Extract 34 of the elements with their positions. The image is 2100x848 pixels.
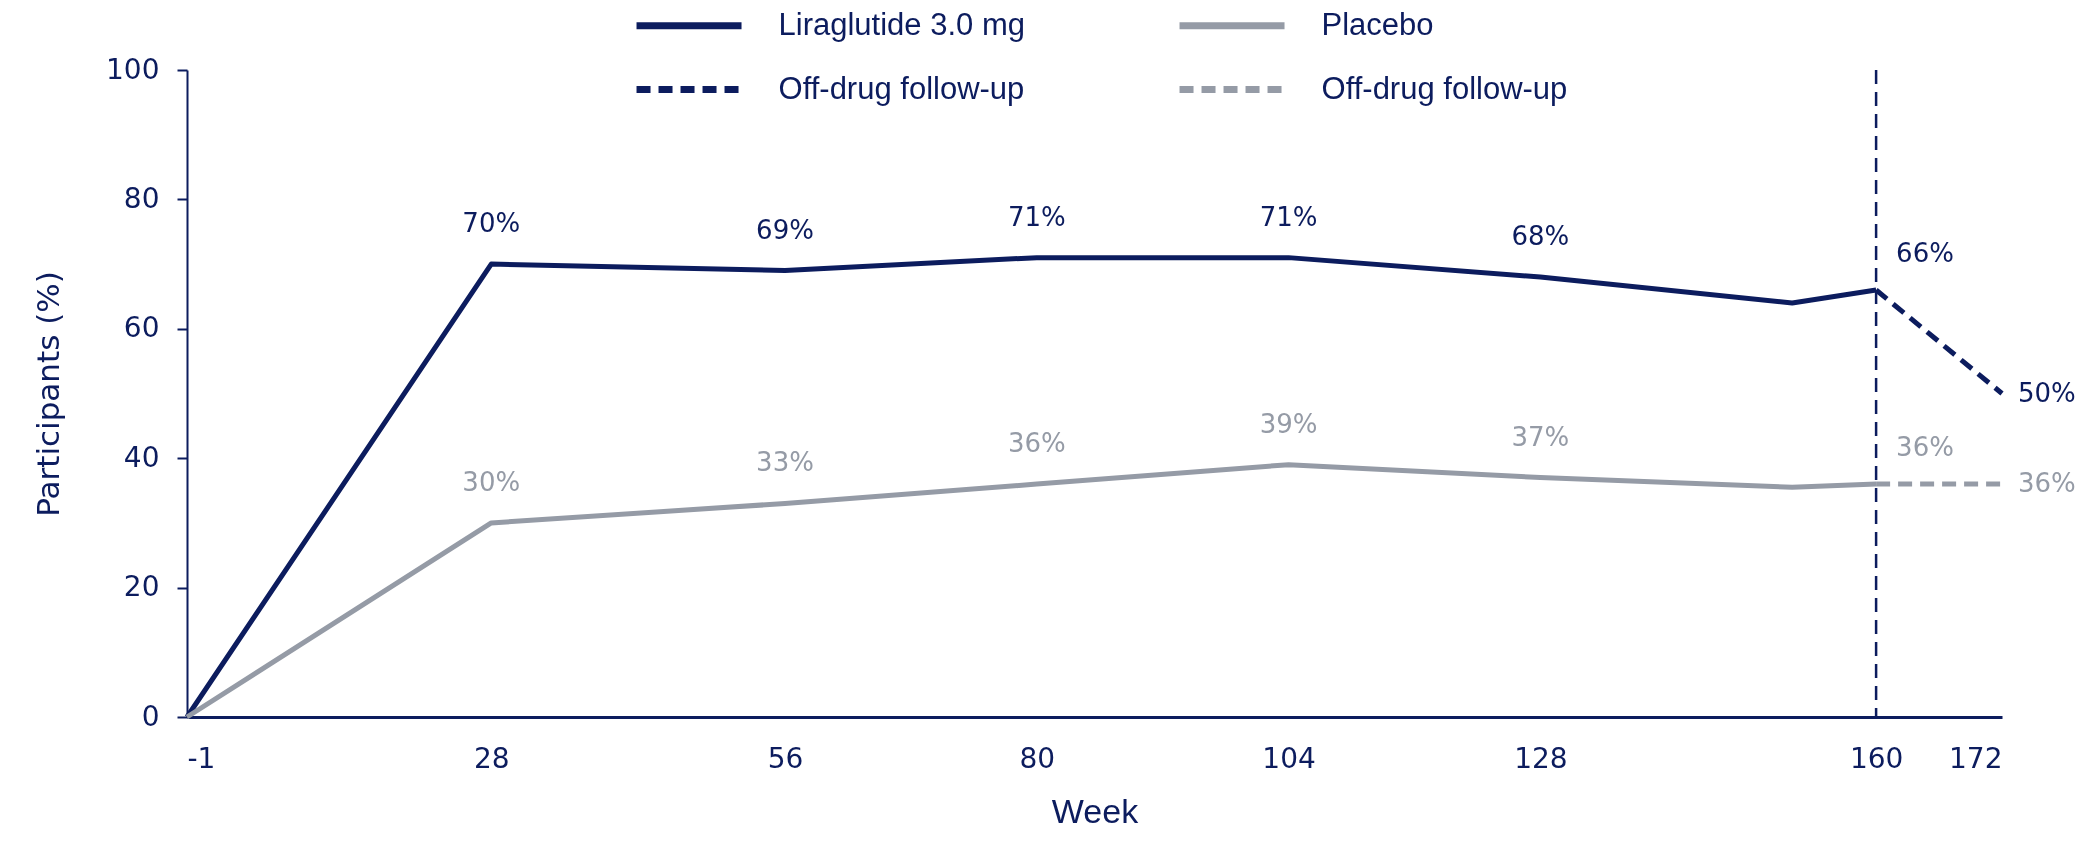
data-label: 36% [1007,428,1066,459]
x-tick-label: 56 [767,741,804,775]
data-label: 71% [1259,201,1318,232]
data-label: 70% [462,208,521,239]
data-label: 36% [1896,432,1954,463]
data-label: 33% [756,447,814,478]
y-tick-label: 80 [123,181,160,215]
data-label: 68% [1511,221,1570,252]
x-axis-title: Week [1051,791,1140,830]
x-tick-label: 160 [1849,741,1904,775]
data-label: 37% [1511,421,1570,452]
legend-label: Off-drug follow-up [1321,70,1568,106]
legend-label: Off-drug follow-up [778,70,1025,106]
y-axis-title: Participants (%) [30,271,67,517]
data-label: 71% [1007,201,1066,232]
x-tick-label: 80 [1019,741,1056,775]
y-tick-label: 20 [123,570,160,604]
data-label: 69% [756,214,814,245]
x-tick-label: 104 [1262,741,1316,775]
data-label: 39% [1259,408,1318,439]
legend-label: Placebo [1321,6,1434,42]
data-label: 30% [462,466,521,497]
legend-label: Liraglutide 3.0 mg [778,6,1025,42]
data-label: 36% [2018,468,2076,499]
y-tick-label: 40 [123,440,160,474]
y-tick-label: 100 [106,52,160,86]
y-tick-label: 0 [141,699,160,733]
x-tick-label: 128 [1514,741,1568,775]
x-tick-label: -1 [187,741,216,775]
y-tick-label: 60 [123,311,160,345]
data-label: 50% [2018,377,2076,408]
x-tick-label: 172 [1949,741,2003,775]
data-label: 66% [1896,237,1954,268]
x-tick-label: 28 [473,741,510,775]
